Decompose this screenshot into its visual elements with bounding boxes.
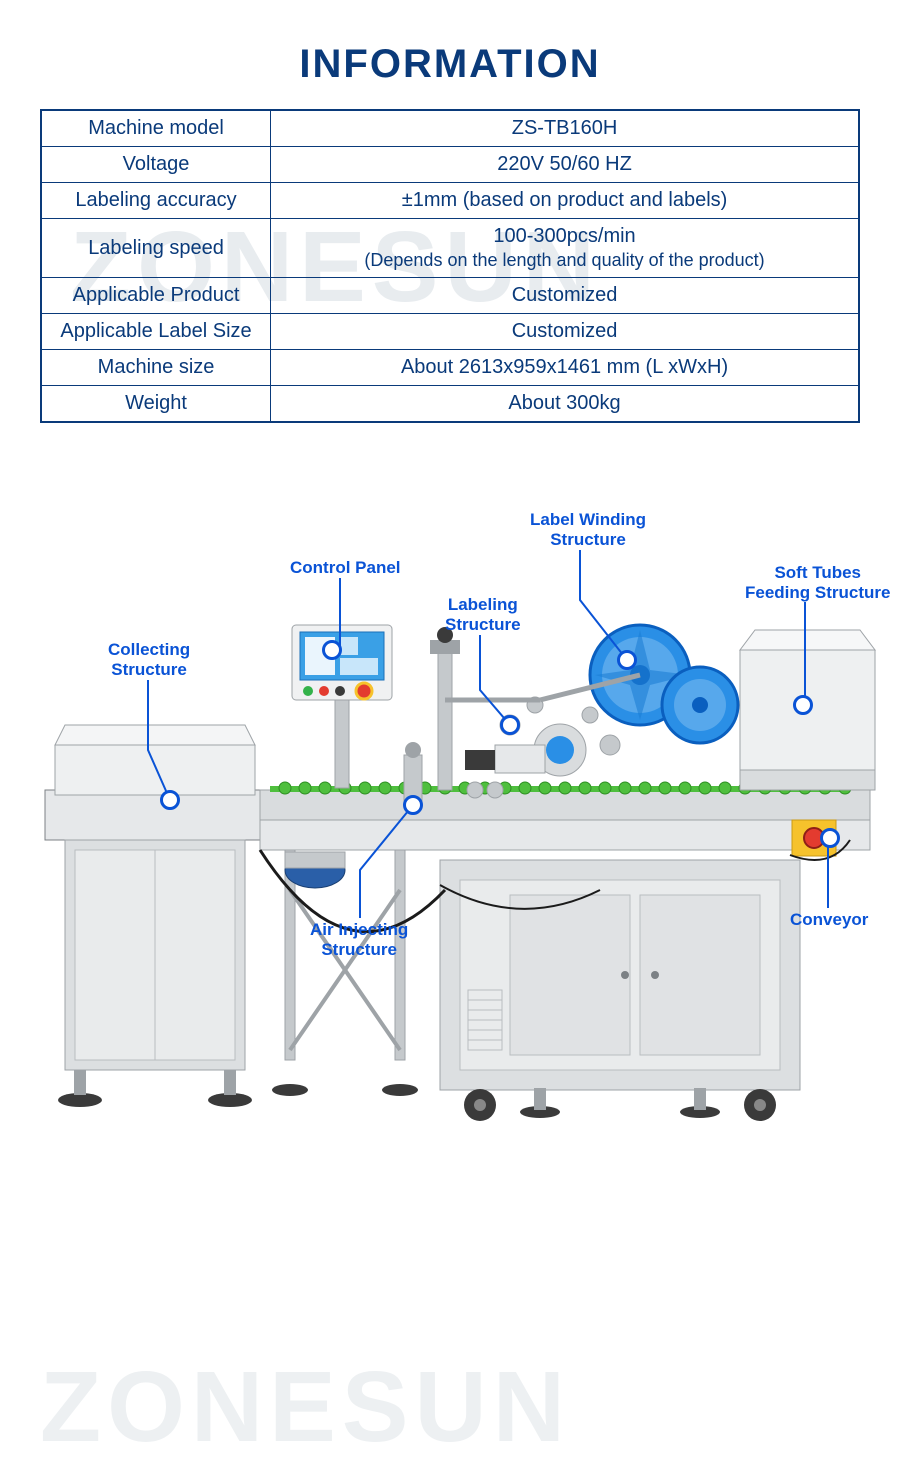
callout-labeling: LabelingStructure <box>445 595 521 634</box>
watermark-lower: ZONESUN <box>40 1350 571 1465</box>
spec-label: Weight <box>41 386 271 423</box>
callout-control-panel: Control Panel <box>290 558 401 578</box>
table-row: Applicable ProductCustomized <box>41 278 859 314</box>
callout-dot-label-winding <box>617 650 637 670</box>
table-row: Machine sizeAbout 2613x959x1461 mm (L xW… <box>41 350 859 386</box>
table-row: WeightAbout 300kg <box>41 386 859 423</box>
spec-value: ZS-TB160H <box>271 110 859 147</box>
table-row: Labeling speed100-300pcs/min(Depends on … <box>41 219 859 278</box>
callout-label-winding: Label WindingStructure <box>530 510 646 549</box>
spec-value: 100-300pcs/min(Depends on the length and… <box>271 219 859 278</box>
spec-value: Customized <box>271 278 859 314</box>
table-row: Voltage220V 50/60 HZ <box>41 147 859 183</box>
callout-dot-soft-tubes <box>793 695 813 715</box>
callout-dot-air-injecting <box>403 795 423 815</box>
callout-dot-control-panel <box>322 640 342 660</box>
spec-label: Applicable Product <box>41 278 271 314</box>
table-row: Labeling accuracy±1mm (based on product … <box>41 183 859 219</box>
callout-dot-conveyor <box>820 828 840 848</box>
callout-air-injecting: Air InjectingStructure <box>310 920 408 959</box>
table-row: Machine modelZS-TB160H <box>41 110 859 147</box>
spec-label: Machine model <box>41 110 271 147</box>
machine-diagram: ZONESUN <box>0 490 900 1190</box>
spec-value: About 300kg <box>271 386 859 423</box>
spec-label: Voltage <box>41 147 271 183</box>
spec-label: Labeling accuracy <box>41 183 271 219</box>
callout-collecting: CollectingStructure <box>108 640 190 679</box>
page-title: INFORMATION <box>0 0 900 109</box>
callout-dot-labeling <box>500 715 520 735</box>
spec-label: Machine size <box>41 350 271 386</box>
spec-label: Labeling speed <box>41 219 271 278</box>
callout-soft-tubes: Soft TubesFeeding Structure <box>745 563 890 602</box>
spec-value: 220V 50/60 HZ <box>271 147 859 183</box>
spec-value-sub: (Depends on the length and quality of th… <box>281 250 848 271</box>
callout-dot-collecting <box>160 790 180 810</box>
spec-label: Applicable Label Size <box>41 314 271 350</box>
spec-value: About 2613x959x1461 mm (L xWxH) <box>271 350 859 386</box>
spec-value: ±1mm (based on product and labels) <box>271 183 859 219</box>
spec-value: Customized <box>271 314 859 350</box>
spec-table: Machine modelZS-TB160HVoltage220V 50/60 … <box>40 109 860 423</box>
callout-conveyor: Conveyor <box>790 910 868 930</box>
table-row: Applicable Label SizeCustomized <box>41 314 859 350</box>
